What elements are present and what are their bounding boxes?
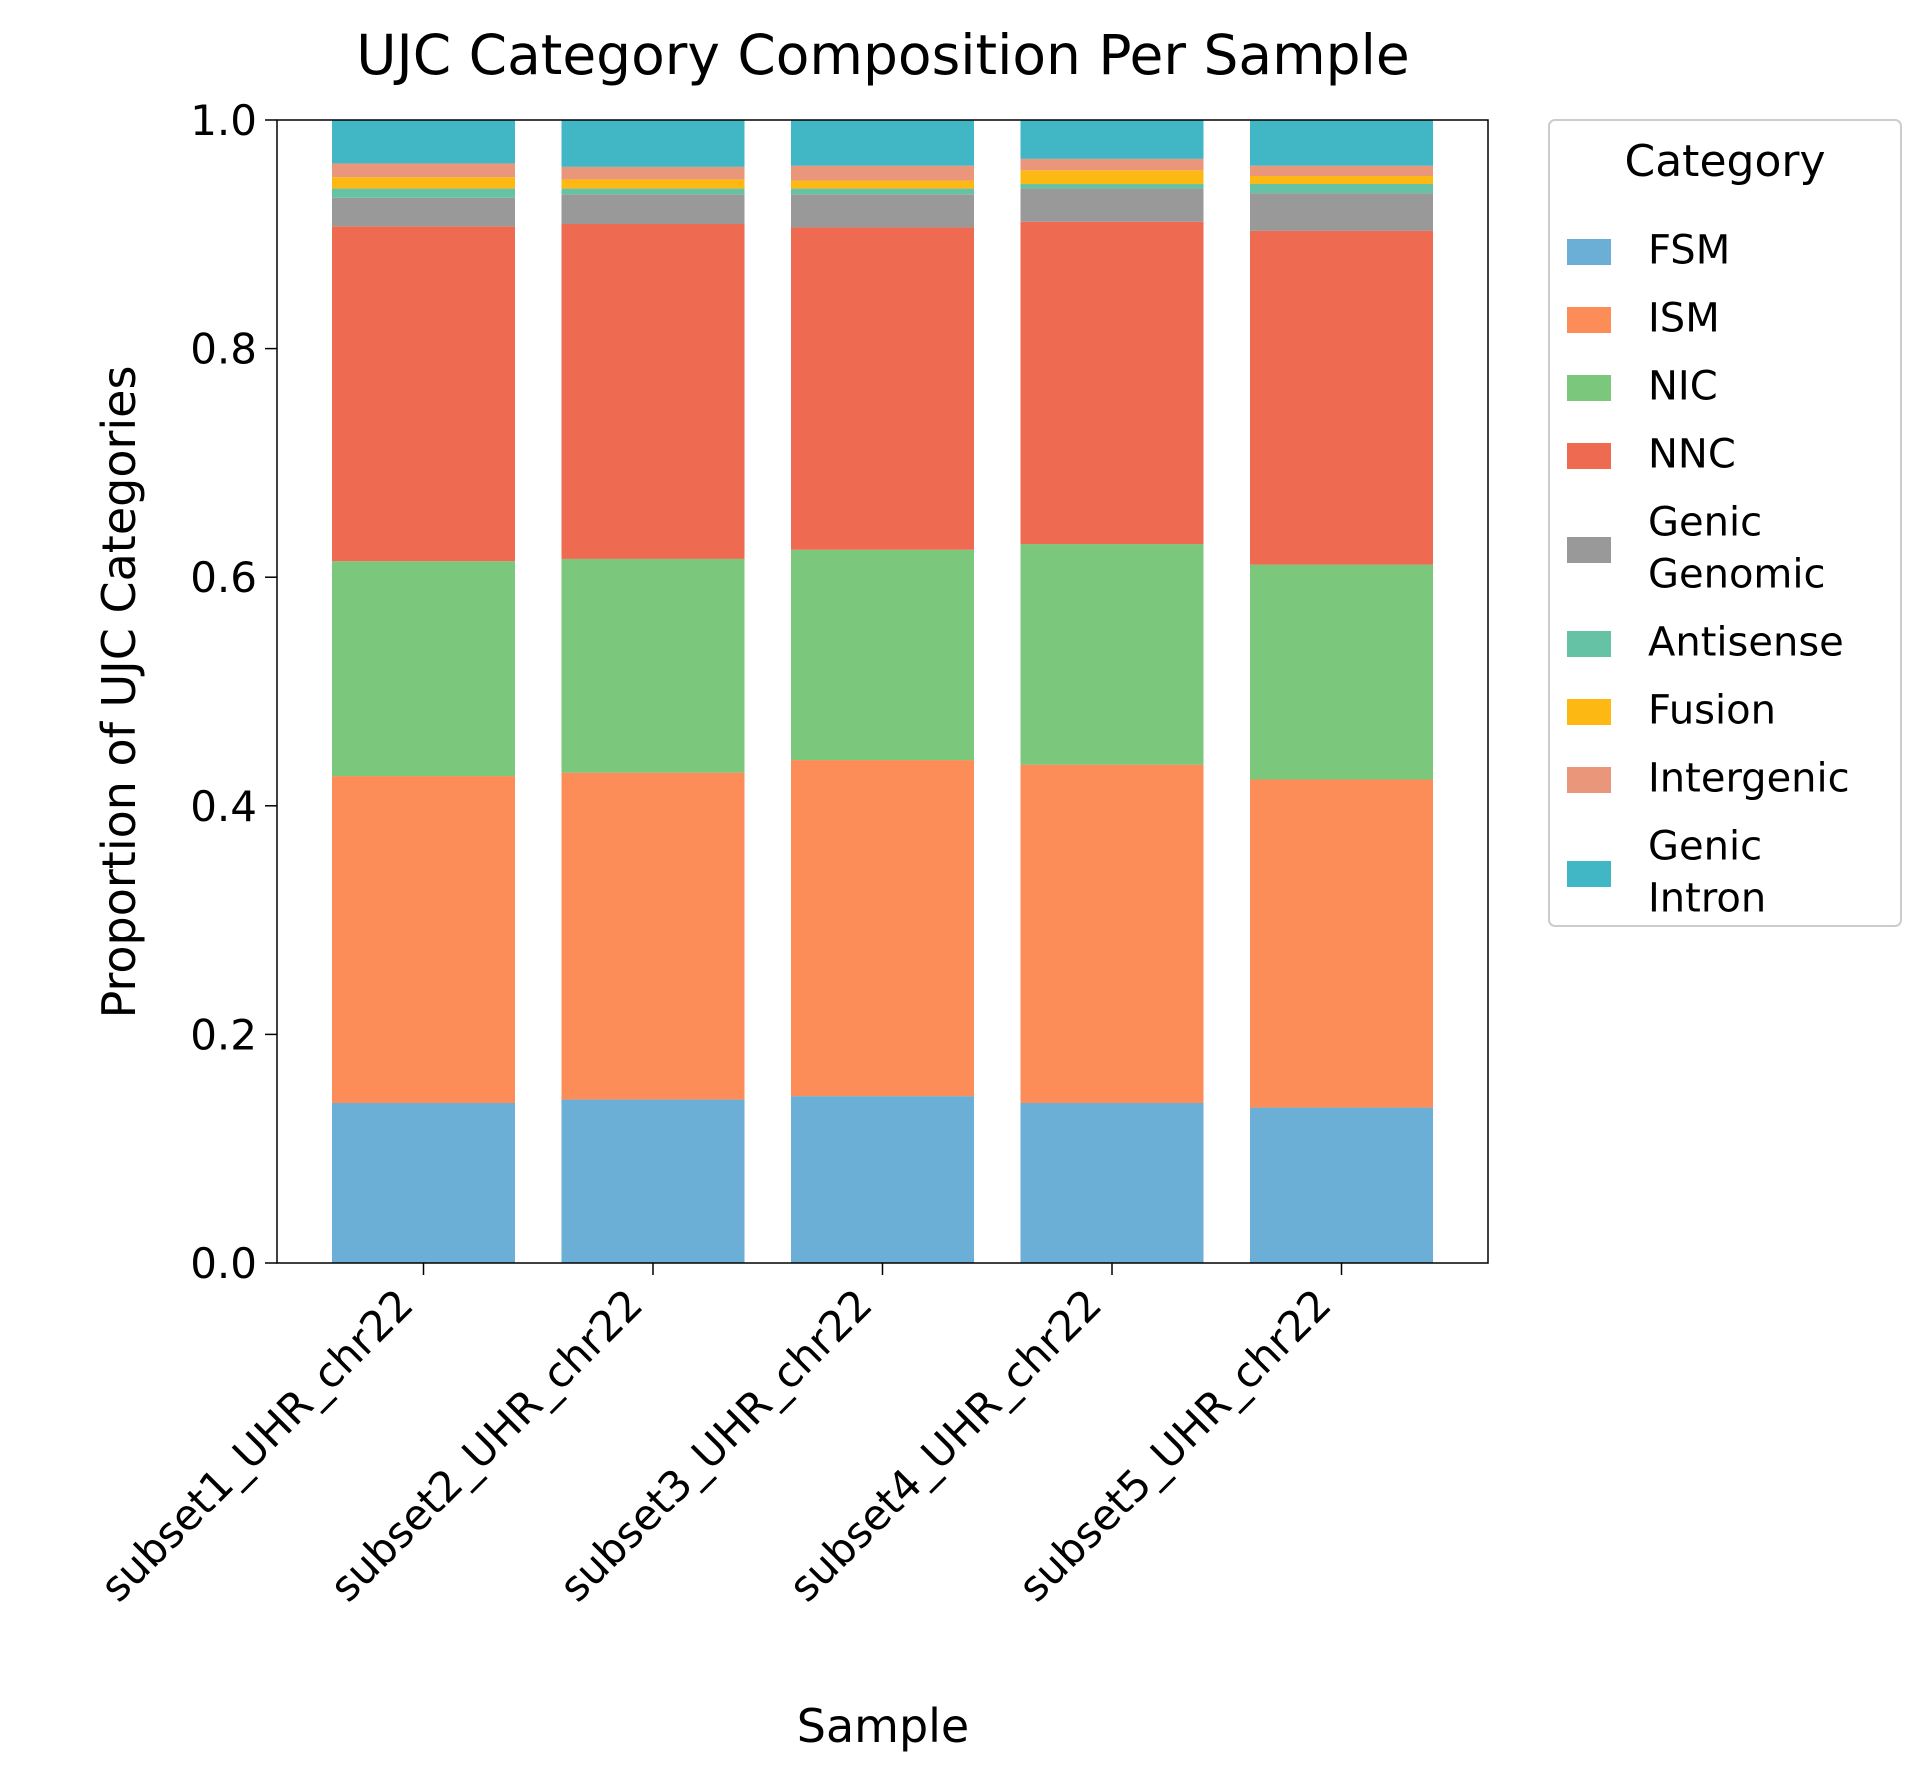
bar-segment-ism-1 <box>332 776 515 1103</box>
legend-swatch <box>1567 537 1611 563</box>
bar-segment-intergenic-2 <box>561 166 745 180</box>
bars-group <box>332 120 1433 1263</box>
bar-segment-nnc-1 <box>332 226 515 562</box>
bar-segment-antisense-2 <box>561 188 745 195</box>
legend: Category FSM ISM NIC NNC Genic Genomic Antisen… <box>1548 119 1902 927</box>
legend-swatch <box>1567 861 1611 887</box>
bar-segment-antisense-3 <box>791 188 974 195</box>
bar-segment-intergenic-1 <box>332 163 515 178</box>
legend-label: Genic Genomic <box>1648 499 1826 597</box>
legend-swatch <box>1567 375 1611 401</box>
bar-segment-genic-intron-3 <box>791 120 974 166</box>
bar-segment-nnc-3 <box>791 227 974 550</box>
bar-segment-genic-intron-1 <box>332 120 515 164</box>
legend-swatch <box>1567 443 1611 469</box>
bar-segment-genic-genomic-1 <box>332 197 515 227</box>
bar-segment-fsm-4 <box>1020 1102 1204 1263</box>
bar-segment-ism-2 <box>561 772 745 1100</box>
y-tick-label: 0.8 <box>190 325 257 374</box>
bar-segment-nic-3 <box>791 549 974 761</box>
bar-segment-fusion-2 <box>561 179 745 189</box>
bar-segment-ism-5 <box>1250 779 1433 1108</box>
bar-segment-fsm-3 <box>791 1096 974 1263</box>
bar-segment-genic-genomic-5 <box>1250 193 1433 231</box>
bar-segment-fusion-3 <box>791 180 974 189</box>
bar-segment-nnc-5 <box>1250 230 1433 565</box>
legend-title: Category <box>1625 136 1826 187</box>
chart-title: UJC Category Composition Per Sample <box>356 23 1409 87</box>
y-tick-label: 0.4 <box>190 782 257 831</box>
bar-segment-nnc-2 <box>561 224 745 559</box>
bar-segment-genic-genomic-4 <box>1020 188 1204 222</box>
bar-segment-fusion-4 <box>1020 170 1204 185</box>
bar-segment-fusion-1 <box>332 177 515 189</box>
y-axis-label: Proportion of UJC Categories <box>92 366 146 1019</box>
y-tick-label: 0.0 <box>190 1239 257 1288</box>
bar-segment-nic-4 <box>1020 544 1204 765</box>
legend-swatch <box>1567 239 1611 265</box>
y-tick-label: 0.6 <box>190 553 257 602</box>
x-axis: subset1_UHR_chr22subset2_UHR_chr22subset… <box>91 1263 1343 1611</box>
bar-segment-fusion-5 <box>1250 176 1433 185</box>
bar-segment-fsm-1 <box>332 1102 515 1263</box>
legend-swatch <box>1567 631 1611 657</box>
legend-label: Intergenic <box>1648 755 1850 801</box>
bar-segment-fsm-5 <box>1250 1107 1433 1263</box>
legend-label: ISM <box>1648 295 1720 341</box>
legend-label: Fusion <box>1648 687 1776 733</box>
legend-swatch <box>1567 699 1611 725</box>
bar-segment-antisense-1 <box>332 188 515 198</box>
bar-segment-nic-5 <box>1250 564 1433 780</box>
bar-segment-ism-4 <box>1020 764 1204 1103</box>
legend-label: NNC <box>1648 431 1736 477</box>
bar-segment-antisense-4 <box>1020 184 1204 189</box>
bar-segment-fsm-2 <box>561 1099 745 1263</box>
bar-segment-nic-2 <box>561 558 745 773</box>
bar-segment-genic-intron-2 <box>561 120 745 167</box>
bar-segment-antisense-5 <box>1250 184 1433 194</box>
bar-segment-nnc-4 <box>1020 221 1204 545</box>
legend-swatch <box>1567 307 1611 333</box>
legend-swatch <box>1567 767 1611 793</box>
legend-label: Genic Intron <box>1648 823 1766 921</box>
y-tick-label: 1.0 <box>190 96 257 145</box>
legend-label: NIC <box>1648 363 1718 409</box>
x-axis-label: Sample <box>797 1699 969 1753</box>
y-axis: 0.0 0.2 0.4 0.6 0.8 1.0 <box>190 96 277 1288</box>
bar-segment-genic-genomic-3 <box>791 194 974 228</box>
legend-frame <box>1548 119 1902 927</box>
bar-segment-intergenic-5 <box>1250 165 1433 177</box>
bar-segment-intergenic-4 <box>1020 158 1204 171</box>
legend-label: FSM <box>1648 227 1730 273</box>
bar-segment-genic-genomic-2 <box>561 194 745 225</box>
bar-segment-genic-intron-4 <box>1020 120 1204 159</box>
y-tick-label: 0.2 <box>190 1010 257 1059</box>
bar-segment-ism-3 <box>791 760 974 1097</box>
bar-segment-intergenic-3 <box>791 165 974 181</box>
bar-segment-genic-intron-5 <box>1250 120 1433 166</box>
legend-label: Antisense <box>1648 619 1844 665</box>
bar-segment-nic-1 <box>332 561 515 777</box>
